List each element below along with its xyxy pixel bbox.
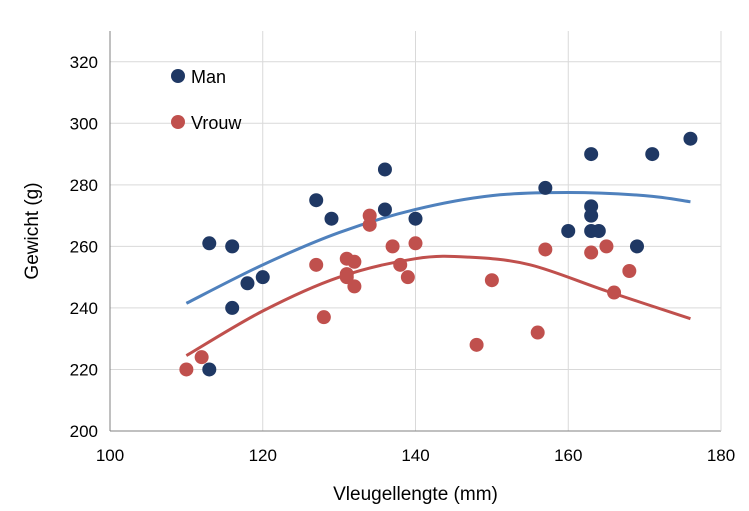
data-point-vrouw	[484, 273, 499, 288]
data-point-man	[309, 193, 324, 208]
data-point-man	[255, 270, 270, 285]
data-point-vrouw	[538, 242, 553, 257]
data-point-man	[202, 362, 217, 377]
data-point-vrouw	[385, 239, 400, 254]
x-tick-label: 180	[707, 446, 735, 465]
data-point-man	[240, 276, 255, 291]
data-point-man	[377, 202, 392, 217]
axes	[109, 31, 722, 432]
x-tick-label: 100	[96, 446, 124, 465]
data-point-man	[584, 147, 599, 162]
data-point-vrouw	[339, 270, 354, 285]
x-tick-label: 120	[249, 446, 277, 465]
legend-label-vrouw: Vrouw	[191, 113, 242, 133]
data-points	[179, 131, 698, 377]
legend-marker-man	[171, 69, 185, 83]
data-point-vrouw	[347, 279, 362, 294]
data-point-vrouw	[584, 245, 599, 260]
y-tick-label: 240	[70, 299, 98, 318]
data-point-man	[538, 180, 553, 195]
data-point-vrouw	[622, 264, 637, 278]
data-point-vrouw	[309, 257, 324, 272]
data-point-vrouw	[400, 270, 415, 285]
x-tick-label: 140	[401, 446, 429, 465]
tick-labels: 200 220 240 260 280 300 320 100 120 140 160 180	[70, 53, 736, 465]
y-tick-label: 300	[70, 114, 98, 133]
data-point-man	[584, 208, 599, 223]
data-point-man	[591, 224, 606, 238]
data-point-vrouw	[362, 217, 377, 232]
data-point-vrouw	[347, 254, 362, 269]
data-point-vrouw	[530, 325, 545, 340]
data-point-vrouw	[599, 239, 614, 254]
x-tick-label: 160	[554, 446, 582, 465]
data-point-man	[629, 239, 644, 254]
data-point-man	[645, 147, 660, 162]
data-point-man	[683, 131, 698, 146]
legend-marker-vrouw	[171, 115, 185, 129]
trend-lines	[185, 191, 691, 357]
data-point-vrouw	[194, 350, 209, 365]
legend-label-man: Man	[191, 67, 226, 87]
y-tick-label: 260	[70, 237, 98, 256]
trend-line-vrouw	[185, 254, 691, 357]
data-point-man	[202, 236, 217, 251]
y-axis-title: Gewicht (g)	[22, 182, 43, 279]
data-point-man	[408, 211, 423, 226]
data-point-man	[324, 211, 339, 226]
trend-line-man	[185, 191, 691, 305]
data-point-man	[561, 224, 576, 238]
y-tick-label: 220	[70, 360, 98, 379]
data-point-vrouw	[393, 257, 408, 272]
x-axis-title: Vleugellengte (mm)	[333, 484, 498, 505]
y-tick-label: 320	[70, 53, 98, 72]
data-point-vrouw	[607, 285, 622, 300]
data-point-vrouw	[469, 337, 484, 352]
data-point-vrouw	[179, 362, 194, 377]
y-tick-label: 280	[70, 176, 98, 195]
legend: Man Vrouw	[171, 67, 242, 133]
data-point-vrouw	[408, 236, 423, 251]
data-point-vrouw	[316, 310, 331, 325]
data-point-man	[225, 239, 240, 254]
y-tick-label: 200	[70, 422, 98, 441]
data-point-man	[225, 300, 240, 315]
data-point-man	[377, 162, 392, 177]
